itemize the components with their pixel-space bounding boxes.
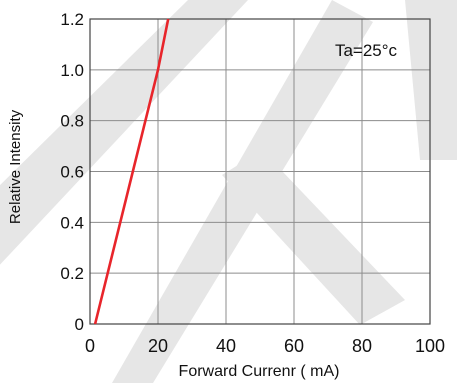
annotation: Ta=25°c	[335, 41, 398, 60]
watermark-stroke	[405, 0, 457, 160]
y-tick-label: 0.2	[60, 264, 84, 283]
x-tick-label: 0	[85, 336, 95, 356]
y-tick-label: 1.2	[60, 10, 84, 29]
y-tick-labels: 0 0.2 0.4 0.6 0.8 1.0 1.2	[60, 10, 84, 334]
x-tick-label: 100	[415, 336, 445, 356]
y-tick-label: 0	[75, 315, 84, 334]
x-tick-label: 20	[148, 336, 168, 356]
series-layer	[93, 18, 170, 325]
x-tick-label: 40	[216, 336, 236, 356]
watermark-stroke	[222, 150, 405, 325]
y-tick-label: 0.4	[60, 213, 84, 232]
x-tick-label: 80	[352, 336, 372, 356]
y-tick-label: 1.0	[60, 61, 84, 80]
y-axis-label: Relative Intensity	[7, 109, 24, 224]
x-tick-label: 60	[284, 336, 304, 356]
y-tick-label: 0.8	[60, 112, 84, 131]
x-axis-label: Forward Currenr ( mA)	[179, 363, 340, 380]
watermark-stroke	[0, 0, 248, 265]
plot-frame	[89, 18, 431, 325]
x-tick-labels: 0 20 40 60 80 100	[85, 336, 445, 356]
series-line	[93, 18, 170, 325]
y-tick-label: 0.6	[60, 163, 84, 182]
plot-grid	[90, 19, 430, 324]
